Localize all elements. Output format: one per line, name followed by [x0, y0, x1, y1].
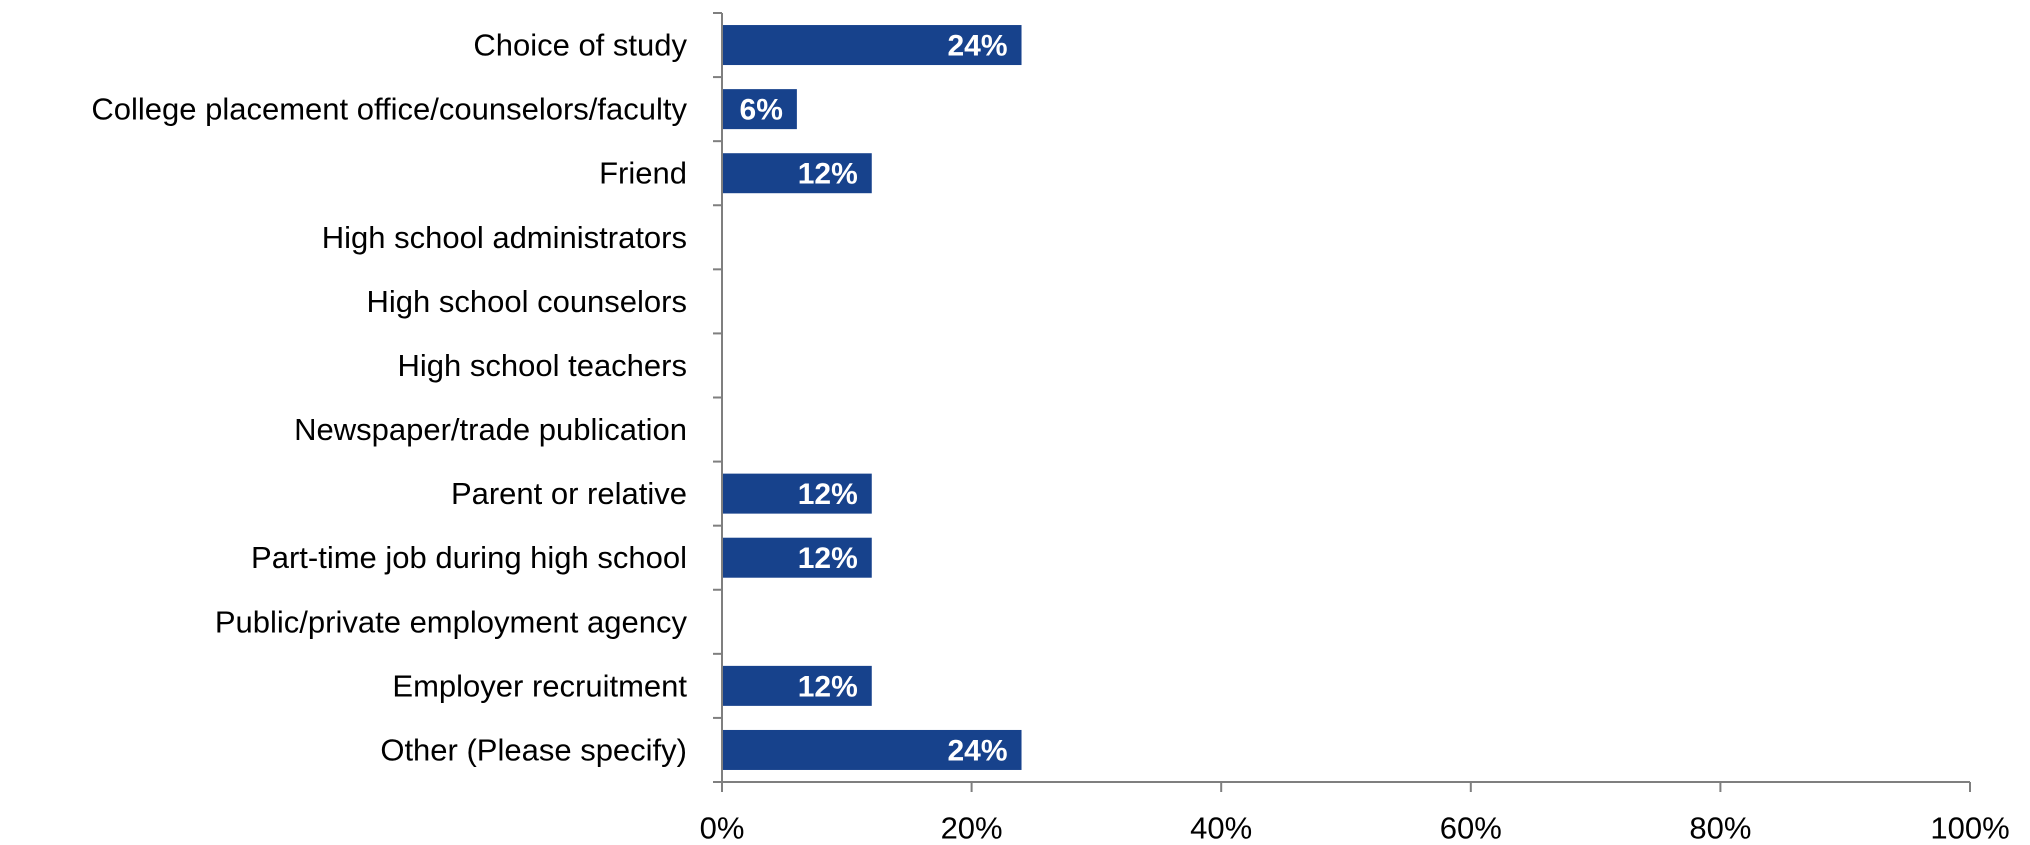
- bars: [723, 25, 1022, 770]
- data-label: 12%: [798, 478, 858, 511]
- category-label: Employer recruitment: [392, 668, 687, 703]
- x-tick-label: 20%: [941, 811, 1003, 845]
- category-label: Newspaper/trade publication: [294, 412, 687, 447]
- category-labels: Choice of study College placement office/…: [91, 28, 687, 768]
- data-label: 12%: [798, 158, 858, 191]
- data-labels: 24% 6% 12% 12% 12% 12% 24%: [740, 30, 1008, 768]
- category-label: High school administrators: [322, 220, 687, 255]
- bar: [723, 153, 872, 194]
- x-tick-label: 100%: [1930, 811, 2009, 845]
- data-label: 12%: [798, 670, 858, 703]
- category-label: Part-time job during high school: [251, 540, 687, 575]
- category-label: Friend: [599, 156, 687, 191]
- bar: [723, 473, 872, 514]
- x-tick-label: 60%: [1440, 811, 1502, 845]
- bar: [723, 729, 1022, 770]
- x-tick-label: 80%: [1689, 811, 1751, 845]
- data-label: 12%: [798, 542, 858, 575]
- data-label: 24%: [947, 734, 1007, 767]
- x-tick-label: 40%: [1190, 811, 1252, 845]
- category-label: High school teachers: [398, 348, 688, 383]
- axes: [713, 12, 1970, 783]
- category-label: Other (Please specify): [380, 732, 687, 767]
- x-tick-label: 0%: [700, 811, 745, 845]
- bar: [723, 89, 797, 130]
- category-label: High school counselors: [366, 284, 687, 319]
- data-label: 6%: [740, 94, 783, 127]
- data-label: 24%: [947, 30, 1007, 63]
- bar: [723, 665, 872, 706]
- category-label: Choice of study: [473, 28, 687, 63]
- category-label: College placement office/counselors/facu…: [91, 92, 687, 127]
- bar: [723, 537, 872, 578]
- category-label: Parent or relative: [451, 476, 687, 511]
- bar: [723, 25, 1022, 66]
- category-label: Public/private employment agency: [215, 604, 688, 639]
- x-axis-ticks: 0% 20% 40% 60% 80% 100%: [700, 782, 2010, 845]
